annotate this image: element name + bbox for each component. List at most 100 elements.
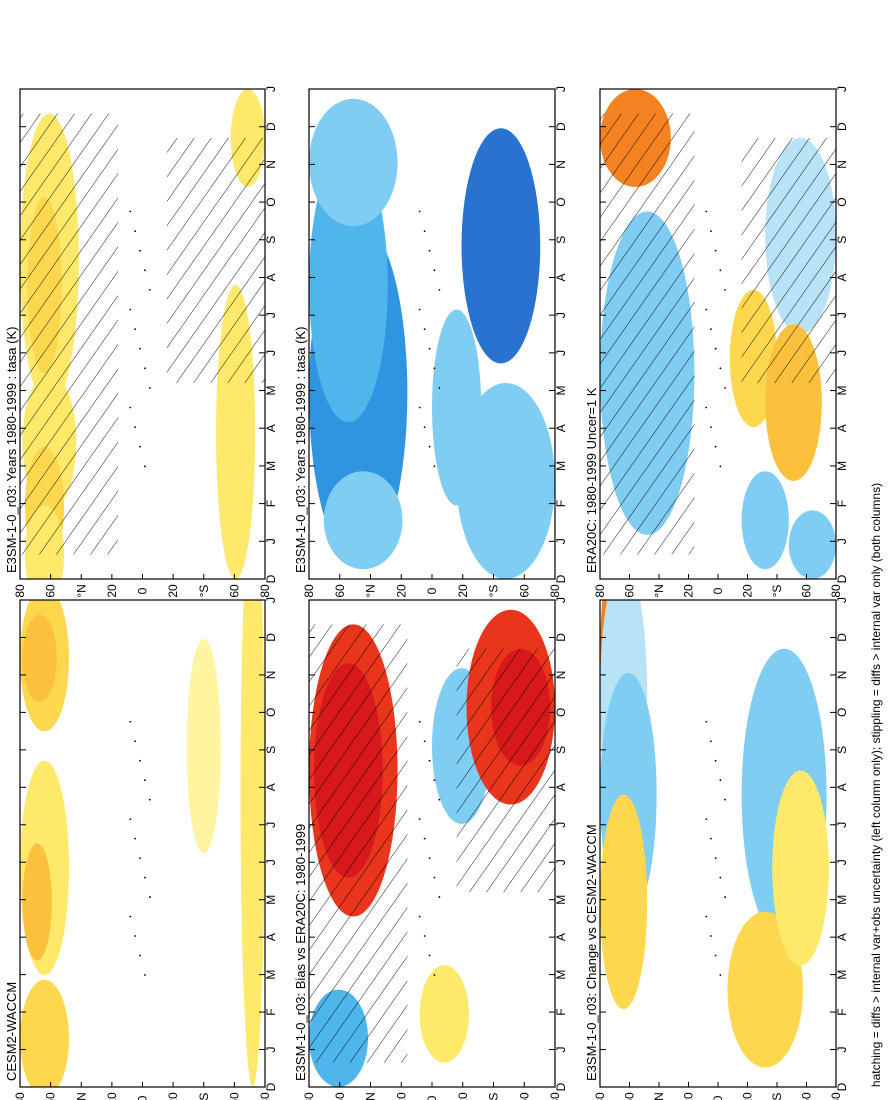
month-tick-label: N — [264, 671, 278, 680]
month-tick-label: O — [554, 197, 568, 206]
month-tick-label: M — [835, 895, 849, 905]
stipple-dot — [129, 915, 132, 918]
month-tick-label: D — [835, 633, 849, 642]
stipple-dot — [134, 230, 137, 233]
stipple-dot — [423, 935, 426, 937]
stipple-dot — [423, 740, 426, 743]
month-tick-label: M — [554, 461, 568, 471]
month-tick-label: A — [554, 424, 568, 432]
month-tick-label: D — [264, 1082, 278, 1091]
month-tick-label: N — [264, 160, 278, 169]
lat-tick-label: 0 — [711, 1095, 725, 1100]
stipple-dot — [719, 974, 722, 976]
stipple-dot — [724, 798, 726, 801]
panel-p4: 80 60 °N 20 0 20 °S 60 80DJFMAMJJASONDJCESM2-WAC… — [4, 597, 278, 1100]
month-tick-label: N — [554, 160, 568, 169]
stipple-dot — [418, 720, 421, 723]
stipple-dot — [144, 465, 146, 468]
month-tick-label: A — [835, 783, 849, 791]
month-tick-label: J — [264, 86, 278, 92]
lat-tick-label: °S — [197, 1093, 211, 1100]
stipple-dot — [719, 269, 722, 272]
lat-tick-label: °N — [74, 1092, 88, 1100]
lat-tick-label: 80 — [302, 1092, 316, 1100]
month-tick-label: D — [554, 122, 568, 131]
lat-tick-label: 20 — [682, 1092, 696, 1100]
stipple-dot — [719, 779, 722, 782]
contour-region — [772, 770, 829, 966]
month-tick-label: S — [554, 236, 568, 244]
panel-p2: 80 60 °N 20 0 20 °S 60 80DJFMAMJJASONDJE3SM-1-0_… — [293, 86, 568, 598]
lat-tick-label: 20 — [105, 1092, 119, 1100]
stipple-dot — [724, 387, 726, 389]
month-tick-label: D — [835, 574, 849, 583]
lat-tick-label: °S — [487, 585, 501, 598]
lat-tick-label: 60 — [333, 584, 347, 598]
month-tick-label: O — [264, 708, 278, 717]
lat-tick-label: 60 — [800, 1092, 814, 1100]
lat-tick-label: 20 — [166, 1092, 180, 1100]
month-tick-label: D — [554, 1082, 568, 1091]
month-tick-label: A — [264, 424, 278, 432]
month-tick-label: F — [554, 500, 568, 507]
contour-region — [461, 128, 541, 364]
field-p2 — [309, 98, 555, 579]
stipple-dot — [134, 740, 137, 743]
stipple-dot — [705, 308, 708, 311]
month-tick-label: F — [554, 1008, 568, 1015]
lat-tick-label: 60 — [44, 1092, 58, 1100]
lat-tick-label: °S — [197, 585, 211, 598]
lat-tick-label: °N — [652, 584, 666, 597]
stipple-dot — [134, 935, 137, 937]
panel-p1: 80 60 °N 20 0 20 °S 60 80DJFMAMJJASONDJE3SM-1-0_… — [4, 86, 278, 598]
contour-region — [741, 471, 789, 570]
month-tick-label: A — [835, 933, 849, 941]
stipple-dot — [423, 328, 426, 330]
hatching-region — [456, 648, 555, 893]
lat-tick-label: °N — [74, 584, 88, 597]
stipple-dot — [719, 367, 722, 370]
stipple-dot — [705, 915, 708, 918]
month-tick-label: J — [835, 1047, 849, 1053]
stipple-dot — [423, 837, 426, 840]
panel-title: ERA20C: 1980-1999 Uncer=1 K — [584, 387, 599, 573]
lat-tick-label: 20 — [166, 584, 180, 598]
stipple-dot — [144, 367, 146, 370]
lat-tick-label: 60 — [227, 1092, 241, 1100]
stipple-dot — [433, 269, 436, 272]
stipple-dot — [433, 974, 436, 976]
stipple-dot — [438, 289, 441, 291]
month-tick-label: J — [835, 538, 849, 544]
month-tick-label: J — [835, 859, 849, 865]
field-p6 — [600, 600, 829, 1068]
month-tick-label: D — [554, 574, 568, 583]
month-tick-label: A — [264, 273, 278, 281]
stipple-dot — [418, 818, 421, 821]
panel-title: E3SM-1-0_r03: Change vs CESM2-WACCM — [584, 824, 599, 1081]
month-tick-label: N — [835, 671, 849, 680]
stipple-dot — [144, 269, 146, 272]
hatching-region — [600, 113, 695, 555]
month-tick-label: J — [554, 859, 568, 865]
month-tick-label: M — [264, 970, 278, 980]
lat-tick-label: 0 — [136, 1095, 150, 1100]
contour-region — [309, 98, 398, 227]
month-tick-label: J — [554, 822, 568, 828]
lat-tick-label: 80 — [13, 1092, 27, 1100]
stipple-dot — [139, 347, 141, 350]
month-tick-label: J — [264, 538, 278, 544]
lat-tick-label: °N — [364, 1092, 378, 1100]
month-tick-label: D — [835, 1082, 849, 1091]
month-tick-label: A — [264, 783, 278, 791]
stipple-dot — [710, 426, 712, 428]
lat-tick-label: 80 — [258, 1092, 272, 1100]
lat-tick-label: 20 — [105, 584, 119, 598]
month-tick-label: M — [264, 461, 278, 471]
month-tick-label: A — [554, 783, 568, 791]
stipple-dot — [428, 249, 431, 252]
month-tick-label: J — [835, 597, 849, 603]
lat-tick-label: 20 — [456, 584, 470, 598]
month-tick-label: A — [554, 933, 568, 941]
month-tick-label: M — [554, 895, 568, 905]
month-tick-label: M — [264, 895, 278, 905]
